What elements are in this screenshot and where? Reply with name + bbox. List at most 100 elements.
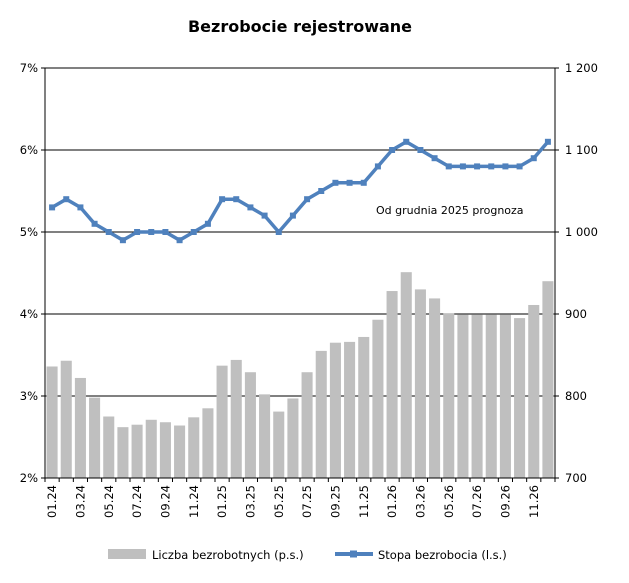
bar-03.24	[74, 377, 86, 478]
bar-03.26	[414, 289, 426, 478]
legend-line-marker	[350, 550, 357, 558]
point-05.25	[275, 229, 282, 235]
point-08.24	[148, 229, 155, 235]
unemployment-rate-line	[51, 140, 550, 242]
bar-06.26	[457, 314, 469, 478]
bar-10.26	[514, 318, 526, 478]
y-right-tick-label: 1 200	[565, 61, 598, 75]
bar-06.25	[287, 398, 299, 478]
y-right-tick-label: 1 100	[565, 143, 598, 157]
bar-12.26	[542, 281, 554, 478]
point-11.25	[360, 179, 367, 186]
point-03.26	[417, 147, 424, 153]
x-tick-label: 03.24	[73, 485, 87, 518]
x-tick-label: 05.24	[102, 485, 116, 518]
bar-11.26	[528, 304, 540, 478]
bar-08.26	[485, 314, 497, 478]
y-right-tick-label: 900	[565, 307, 587, 321]
point-02.25	[233, 196, 240, 203]
y-left-tick-label: 2%	[20, 471, 38, 485]
gridlines	[45, 149, 555, 397]
point-11.26	[530, 155, 537, 162]
point-09.24	[162, 229, 169, 235]
point-04.24	[91, 220, 98, 227]
bar-04.26	[429, 298, 441, 478]
point-01.25	[219, 196, 226, 203]
x-tick-label: 09.26	[498, 485, 512, 518]
point-07.26	[474, 163, 481, 170]
point-12.24	[204, 220, 211, 227]
point-08.25	[318, 188, 325, 194]
point-04.25	[261, 212, 268, 219]
bar-11.25	[358, 336, 370, 478]
point-07.24	[134, 229, 141, 235]
y-right-tick-label: 700	[565, 471, 587, 485]
y-axis-right-ticks: 700 800 900 1 000 1 100 1 200	[555, 61, 598, 485]
bar-02.25	[230, 359, 242, 478]
y-axis-left-ticks: 2% 3% 4% 5% 6% 7%	[20, 61, 45, 485]
point-10.26	[516, 163, 523, 170]
bar-07.26	[471, 314, 483, 478]
point-02.26	[403, 138, 410, 145]
point-04.26	[431, 155, 438, 162]
bar-12.24	[202, 408, 214, 478]
point-07.25	[304, 196, 311, 203]
point-11.24	[190, 229, 197, 235]
point-06.26	[459, 163, 466, 170]
line-series	[49, 138, 551, 244]
x-tick-label: 01.26	[385, 485, 399, 518]
forecast-annotation: Od grudnia 2025 prognoza	[376, 204, 524, 217]
bar-10.24	[174, 425, 186, 478]
x-tick-label: 03.26	[413, 485, 427, 518]
bar-07.25	[301, 372, 313, 478]
bar-05.24	[103, 416, 115, 478]
x-tick-label: 11.24	[187, 485, 201, 518]
y-left-tick-label: 4%	[20, 307, 38, 321]
legend-bar-label: Liczba bezrobotnych (p.s.)	[152, 548, 304, 562]
bar-07.24	[131, 424, 143, 478]
legend-line-label: Stopa bezrobocia (l.s.)	[378, 548, 507, 562]
chart-title: Bezrobocie rejestrowane	[188, 17, 412, 36]
point-02.24	[63, 196, 70, 203]
x-tick-label: 07.26	[470, 485, 484, 518]
bar-01.26	[386, 291, 398, 478]
x-tick-label: 11.25	[357, 485, 371, 518]
point-01.26	[389, 147, 396, 153]
point-05.26	[445, 163, 452, 170]
x-tick-label: 05.26	[442, 485, 456, 518]
bar-08.25	[315, 350, 327, 478]
point-12.25	[374, 163, 381, 170]
bar-11.24	[188, 417, 200, 478]
bar-02.24	[60, 360, 72, 478]
x-axis-ticks: 01.24 03.24 05.24 07.24 09.24 11.24 01.25 03.25…	[44, 478, 556, 518]
bar-04.24	[89, 397, 101, 478]
y-right-tick-label: 1 000	[565, 225, 598, 239]
y-left-tick-label: 3%	[20, 389, 38, 403]
point-10.24	[176, 237, 183, 244]
bar-03.25	[244, 372, 256, 478]
x-tick-label: 09.25	[328, 485, 342, 518]
bar-08.24	[145, 419, 157, 478]
x-tick-label: 03.25	[243, 485, 257, 518]
point-01.24	[49, 204, 56, 211]
bar-01.24	[46, 366, 58, 478]
bar-01.25	[216, 365, 228, 478]
bar-02.26	[400, 272, 412, 478]
legend: Liczba bezrobotnych (p.s.) Stopa bezrobo…	[108, 548, 507, 562]
point-10.25	[346, 179, 353, 186]
point-03.24	[77, 204, 84, 211]
bar-05.25	[273, 411, 285, 478]
bar-series	[46, 272, 554, 478]
point-05.24	[105, 229, 112, 235]
bar-06.24	[117, 427, 129, 478]
bar-12.25	[372, 319, 384, 478]
x-tick-label: 09.24	[158, 485, 172, 518]
bar-05.26	[443, 313, 455, 478]
point-09.26	[502, 163, 509, 170]
y-right-tick-label: 800	[565, 389, 587, 403]
x-tick-label: 11.26	[527, 485, 541, 518]
bar-04.25	[259, 394, 271, 478]
bar-09.25	[329, 342, 341, 478]
x-tick-label: 01.24	[45, 485, 59, 518]
